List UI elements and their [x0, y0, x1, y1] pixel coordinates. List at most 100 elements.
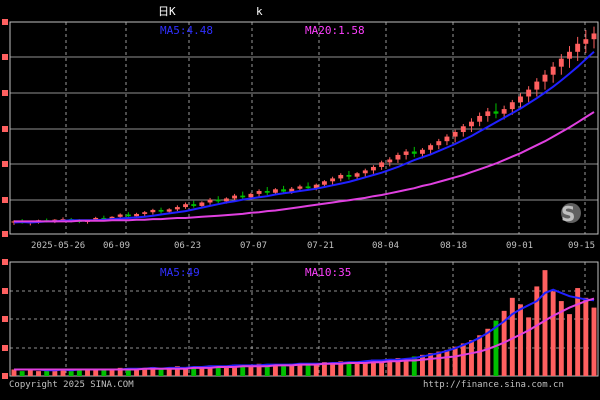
volume-bar	[191, 367, 197, 376]
candle-body	[338, 174, 344, 179]
candle-body	[150, 209, 156, 213]
volume-bar	[264, 365, 270, 376]
x-tick-label: 08-18	[440, 241, 467, 251]
price-ma-slow-line	[14, 111, 595, 223]
x-axis-ticks: 2025-05-26 06-09 06-23 07-07 07-21 08-04 08-18…	[31, 241, 595, 251]
volume-bar	[85, 369, 90, 376]
price-axis-marker	[2, 231, 8, 237]
volume-bar	[68, 371, 74, 376]
volume-bar	[199, 366, 205, 376]
volume-ma-slow-line	[14, 297, 595, 371]
candle-body	[248, 193, 254, 198]
volume-bar	[272, 364, 278, 376]
candle-body	[420, 149, 425, 154]
candle-body	[297, 186, 303, 189]
candle-body	[109, 216, 115, 220]
volume-bar	[305, 364, 311, 376]
volume-bar	[240, 366, 246, 376]
volume-bar	[313, 363, 319, 376]
volume-bar	[60, 369, 66, 376]
candle-body	[395, 154, 401, 160]
candle-body	[60, 219, 66, 221]
candle-body	[575, 43, 581, 52]
volume-bar	[550, 291, 556, 376]
candle-body	[387, 159, 393, 163]
volume-axis-marker	[2, 259, 8, 265]
candle-body	[117, 214, 123, 217]
volume-bar	[93, 368, 99, 376]
candle-body	[477, 115, 483, 122]
x-tick-label: 06-23	[174, 241, 201, 251]
volume-bar	[330, 362, 336, 376]
candle-body	[362, 170, 368, 174]
candle-body	[166, 209, 172, 212]
volume-bar	[183, 367, 188, 376]
candle-body	[583, 39, 589, 44]
volume-bar	[575, 288, 581, 376]
candle-body	[591, 33, 597, 40]
candle-body	[101, 217, 107, 220]
candle-body	[558, 58, 564, 67]
candle-body	[493, 111, 499, 114]
volume-bar	[297, 362, 303, 376]
candle-body	[403, 151, 409, 155]
candle-body	[174, 207, 180, 210]
volume-bar	[452, 346, 458, 376]
candle-body	[321, 181, 327, 185]
volume-bar	[420, 354, 425, 376]
volume-bar	[52, 370, 58, 376]
candle-body	[469, 121, 474, 127]
volume-bar	[150, 367, 156, 376]
volume-bar	[248, 365, 254, 376]
x-tick-label: 06-09	[103, 241, 130, 251]
candle-body	[550, 66, 556, 75]
candle-body	[428, 145, 434, 150]
volume-bar	[567, 314, 572, 376]
volume-bar	[477, 335, 483, 376]
candle-body	[567, 51, 572, 59]
volume-bar	[518, 304, 523, 376]
candle-body	[199, 202, 205, 206]
candle-body	[313, 184, 319, 189]
header-aux-label: k	[256, 5, 263, 18]
price-axis-marker	[2, 197, 8, 203]
volume-ma-slow-label: MA10:35	[305, 266, 351, 279]
price-ma-fast-label: MA5:4.48	[160, 24, 213, 37]
candle-body	[305, 186, 311, 189]
volume-bar	[281, 366, 287, 376]
candle-body	[125, 214, 131, 217]
volume-bar	[346, 362, 352, 376]
price-moving-averages	[13, 51, 595, 224]
candle-body	[526, 89, 532, 97]
candle-body	[452, 132, 458, 137]
candle-body	[444, 136, 450, 142]
candle-body	[379, 162, 385, 167]
candle-body	[370, 166, 376, 171]
volume-bar	[321, 362, 327, 376]
candle-body	[93, 217, 99, 221]
volume-ma-fast-line	[14, 288, 595, 372]
volume-bar	[101, 370, 107, 376]
sina-logo-watermark: S	[561, 202, 581, 226]
price-axis-marker	[2, 90, 8, 96]
volume-bar	[36, 371, 41, 376]
volume-bar	[591, 307, 597, 376]
price-axis-marker	[2, 19, 8, 25]
candle-body	[183, 204, 188, 208]
candle-body	[215, 199, 221, 202]
candle-body	[232, 195, 238, 199]
candle-body	[501, 109, 507, 114]
volume-bar	[387, 358, 393, 376]
volume-bar	[509, 297, 515, 376]
volume-bar	[117, 367, 123, 376]
volume-bar	[289, 363, 295, 376]
volume-bar	[11, 369, 17, 376]
x-tick-label: 07-21	[307, 241, 334, 251]
candle-body	[158, 209, 164, 212]
volume-bar	[19, 371, 25, 376]
volume-bar	[370, 359, 376, 376]
candle-body	[346, 174, 352, 177]
volume-bar	[444, 349, 450, 376]
volume-bar	[493, 320, 499, 376]
